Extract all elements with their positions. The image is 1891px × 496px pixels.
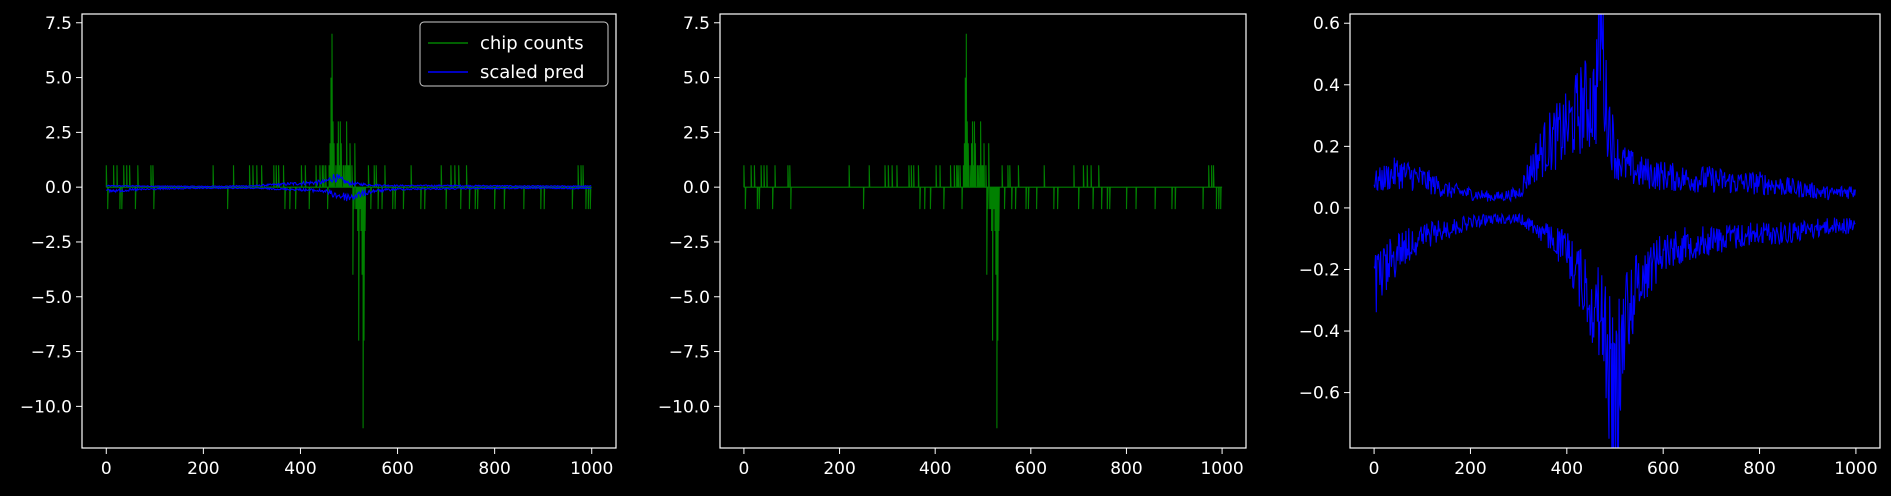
x-tick-label: 200 (823, 459, 855, 479)
x-tick-label: 400 (919, 459, 951, 479)
axes-frame (719, 13, 1247, 449)
y-tick-label: −10.0 (20, 397, 72, 417)
x-tick-label: 0 (101, 459, 112, 479)
y-tick-label: 2.5 (683, 123, 710, 143)
x-tick-label: 0 (738, 459, 749, 479)
chart-panel-2: 0 200 400 600 800 1000 −10.0 −7.5 −5.0 −2.5 0.0 2.5… (658, 13, 1247, 479)
series-chip-counts-line (105, 33, 592, 429)
plot-area (105, 33, 592, 429)
x-tick-label: 1000 (1834, 459, 1877, 479)
x-tick-label: 600 (381, 459, 413, 479)
y-tick-label: −2.5 (669, 233, 710, 253)
axes-frame (81, 13, 617, 449)
y-tick-label: −5.0 (669, 288, 710, 308)
y-tick-label: −5.0 (31, 288, 72, 308)
x-tick-label: 1000 (570, 459, 613, 479)
series-scaled-pred-lower-line (105, 186, 592, 202)
y-tick-label: −7.5 (31, 343, 72, 363)
x-tick-label: 800 (1110, 459, 1142, 479)
x-tick-label: 200 (187, 459, 219, 479)
x-tick-label: 400 (284, 459, 316, 479)
y-tick-label: −2.5 (31, 233, 72, 253)
x-tick-label: 600 (1647, 459, 1679, 479)
y-tick-label: 2.5 (45, 123, 72, 143)
y-tick-label: −0.2 (1299, 260, 1340, 280)
y-tick-label: 0.0 (45, 178, 72, 198)
legend-label: chip counts (480, 33, 584, 54)
plot-area (1373, 14, 1856, 448)
axes-frame (1349, 13, 1881, 449)
x-tick-label: 400 (1551, 459, 1583, 479)
chart-panel-3: 0 200 400 600 800 1000 −0.6 −0.4 −0.2 0.0 0.2 0.4 0.… (1299, 13, 1881, 479)
series-1-upper-line (1373, 14, 1856, 203)
y-tick-label: 0.2 (1313, 137, 1340, 157)
x-tick-label: 1000 (1200, 459, 1243, 479)
plot-area (743, 33, 1223, 429)
y-tick-label: 0.0 (1313, 199, 1340, 219)
y-tick-label: 7.5 (683, 14, 710, 34)
y-tick-label: 7.5 (45, 14, 72, 34)
y-tick-label: −7.5 (669, 343, 710, 363)
chart-panel-1: 0 200 400 600 800 1000 −10.0 −7.5 −5.0 −2.5 0.0 2.5… (20, 13, 617, 479)
series-1-lower-line (1373, 212, 1856, 448)
legend-label: scaled pred (480, 62, 584, 83)
y-tick-label: 5.0 (683, 69, 710, 89)
y-tick-label: −0.4 (1299, 322, 1340, 342)
y-tick-label: 0.4 (1313, 76, 1340, 96)
y-tick-label: 0.0 (683, 178, 710, 198)
y-tick-label: −10.0 (658, 397, 710, 417)
y-tick-label: 5.0 (45, 69, 72, 89)
x-tick-label: 800 (478, 459, 510, 479)
y-tick-label: −0.6 (1299, 384, 1340, 404)
x-tick-label: 800 (1743, 459, 1775, 479)
series-scaled-pred-upper-line (106, 173, 592, 188)
y-tick-label: 0.6 (1313, 14, 1340, 34)
series-1-line (743, 33, 1223, 429)
x-tick-label: 0 (1369, 459, 1380, 479)
x-tick-label: 200 (1454, 459, 1486, 479)
legend-box (419, 21, 609, 87)
x-tick-label: 600 (1015, 459, 1047, 479)
